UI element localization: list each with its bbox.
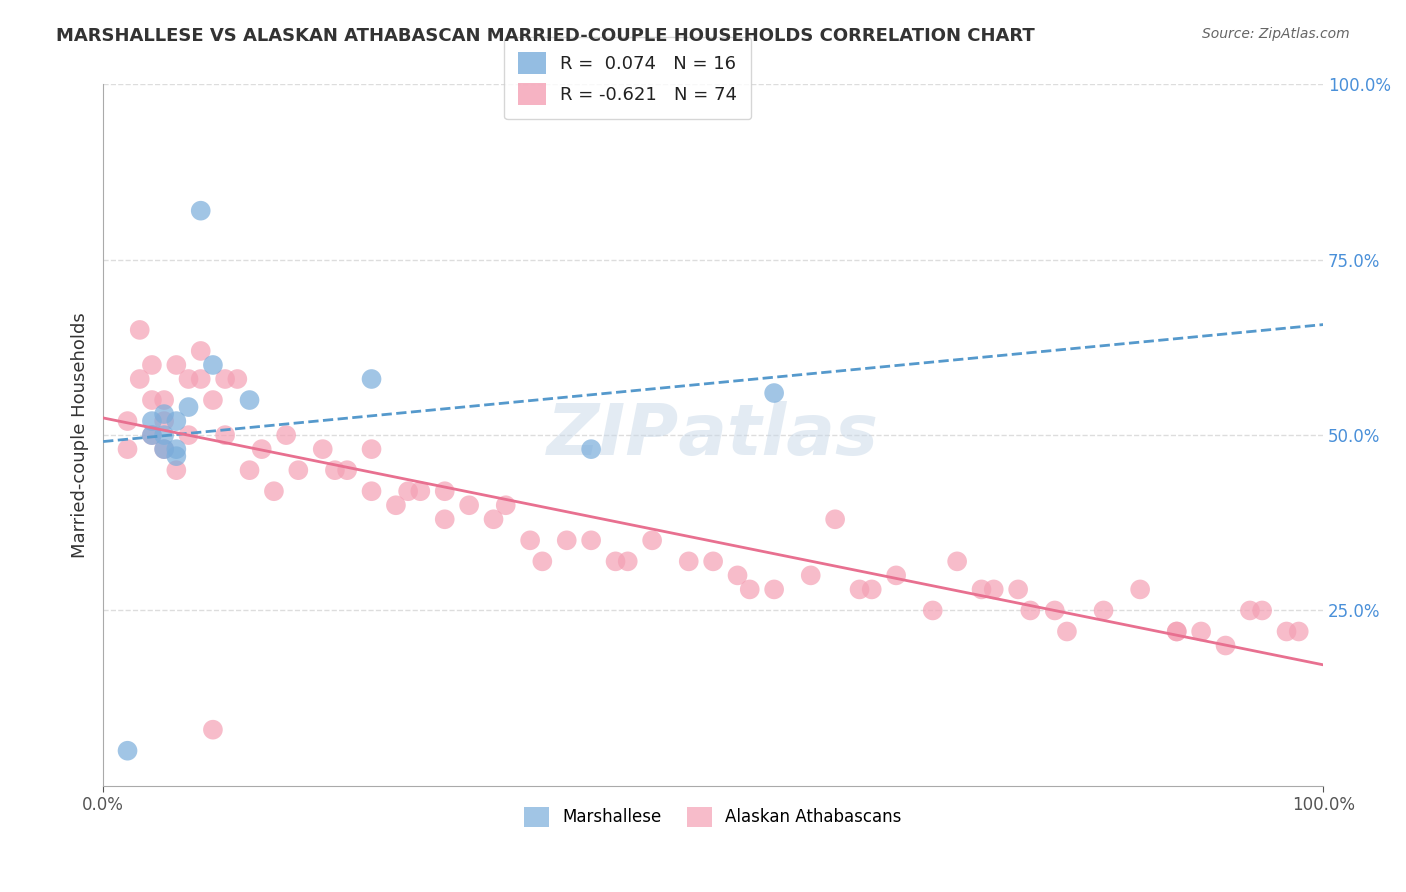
Point — [519, 533, 541, 548]
Point — [117, 442, 139, 457]
Point — [153, 414, 176, 428]
Point — [579, 533, 602, 548]
Point — [800, 568, 823, 582]
Text: ZIP​atlas: ZIP​atlas — [547, 401, 879, 469]
Point — [641, 533, 664, 548]
Point — [263, 484, 285, 499]
Text: Source: ZipAtlas.com: Source: ZipAtlas.com — [1202, 27, 1350, 41]
Text: MARSHALLESE VS ALASKAN ATHABASCAN MARRIED-COUPLE HOUSEHOLDS CORRELATION CHART: MARSHALLESE VS ALASKAN ATHABASCAN MARRIE… — [56, 27, 1035, 45]
Point — [702, 554, 724, 568]
Point — [983, 582, 1005, 597]
Point — [555, 533, 578, 548]
Point — [884, 568, 907, 582]
Point — [238, 392, 260, 407]
Point — [165, 358, 187, 372]
Point — [860, 582, 883, 597]
Point — [396, 484, 419, 499]
Point — [495, 498, 517, 512]
Legend: Marshallese, Alaskan Athabascans: Marshallese, Alaskan Athabascans — [517, 800, 908, 833]
Point — [190, 343, 212, 358]
Point — [177, 372, 200, 386]
Point — [323, 463, 346, 477]
Point — [165, 463, 187, 477]
Point — [117, 414, 139, 428]
Point — [190, 203, 212, 218]
Point — [201, 723, 224, 737]
Point — [1043, 603, 1066, 617]
Point — [153, 428, 176, 442]
Point — [531, 554, 554, 568]
Point — [605, 554, 627, 568]
Point — [1288, 624, 1310, 639]
Point — [727, 568, 749, 582]
Point — [1215, 639, 1237, 653]
Point — [141, 428, 163, 442]
Point — [1129, 582, 1152, 597]
Point — [153, 442, 176, 457]
Point — [238, 463, 260, 477]
Point — [433, 512, 456, 526]
Point — [165, 414, 187, 428]
Point — [201, 392, 224, 407]
Point — [165, 442, 187, 457]
Point — [128, 323, 150, 337]
Point — [177, 428, 200, 442]
Point — [482, 512, 505, 526]
Point — [128, 372, 150, 386]
Point — [117, 744, 139, 758]
Point — [1166, 624, 1188, 639]
Point — [763, 386, 786, 401]
Point — [141, 392, 163, 407]
Point — [312, 442, 335, 457]
Point — [848, 582, 870, 597]
Point — [360, 372, 382, 386]
Point — [1056, 624, 1078, 639]
Point — [433, 484, 456, 499]
Point — [616, 554, 638, 568]
Point — [946, 554, 969, 568]
Point — [214, 428, 236, 442]
Point — [1007, 582, 1029, 597]
Point — [153, 442, 176, 457]
Point — [1019, 603, 1042, 617]
Point — [970, 582, 993, 597]
Point — [177, 400, 200, 414]
Point — [458, 498, 481, 512]
Point — [763, 582, 786, 597]
Point — [1092, 603, 1115, 617]
Point — [250, 442, 273, 457]
Point — [153, 407, 176, 421]
Point — [579, 442, 602, 457]
Point — [360, 442, 382, 457]
Point — [141, 358, 163, 372]
Point — [360, 484, 382, 499]
Point — [824, 512, 846, 526]
Point — [153, 392, 176, 407]
Point — [226, 372, 249, 386]
Point — [276, 428, 298, 442]
Point — [1239, 603, 1261, 617]
Point — [409, 484, 432, 499]
Point — [165, 449, 187, 463]
Point — [141, 414, 163, 428]
Point — [1166, 624, 1188, 639]
Point — [738, 582, 761, 597]
Point — [1275, 624, 1298, 639]
Point — [678, 554, 700, 568]
Point — [385, 498, 408, 512]
Point — [921, 603, 943, 617]
Point — [1251, 603, 1274, 617]
Point — [1189, 624, 1212, 639]
Point — [201, 358, 224, 372]
Y-axis label: Married-couple Households: Married-couple Households — [72, 312, 89, 558]
Point — [214, 372, 236, 386]
Point — [287, 463, 309, 477]
Point — [141, 428, 163, 442]
Point — [336, 463, 359, 477]
Point — [190, 372, 212, 386]
